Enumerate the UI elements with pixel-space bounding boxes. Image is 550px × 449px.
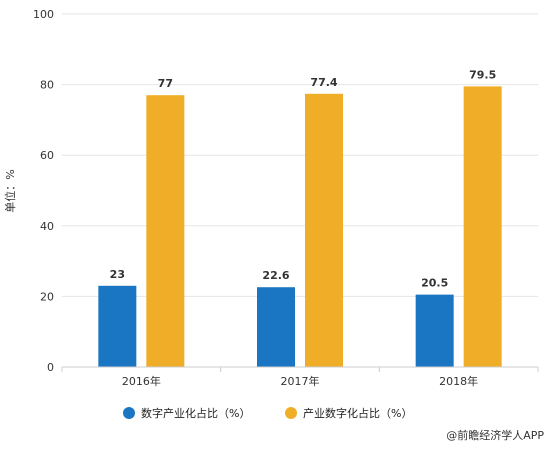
y-tick-label: 80	[40, 79, 54, 92]
gridlines	[62, 13, 538, 297]
y-axis-ticks: 0 20 40 60 80 100	[33, 8, 54, 374]
legend: 数字产业化占比（%） 产业数字化占比（%）	[123, 406, 412, 420]
x-tick-label: 2018年	[439, 374, 478, 388]
y-tick-label: 0	[47, 361, 54, 374]
data-labels: 23 77 22.6 77.4 20.5 79.5	[110, 68, 497, 289]
bar-series-1	[257, 287, 295, 367]
bar-series-1	[98, 285, 137, 367]
y-tick-label: 100	[33, 8, 54, 21]
legend-label-series-2: 产业数字化占比（%）	[303, 406, 412, 420]
y-axis-label: 单位：%	[3, 169, 17, 212]
y-tick-label: 40	[40, 220, 54, 233]
bar-series-2	[463, 86, 502, 368]
data-label: 22.6	[262, 269, 289, 282]
x-tick-label: 2017年	[281, 374, 320, 388]
data-label: 20.5	[421, 277, 448, 290]
bars	[98, 86, 502, 368]
data-label: 77	[158, 77, 173, 90]
bar-series-2	[305, 93, 343, 367]
data-label: 77.4	[310, 76, 337, 89]
legend-marker-series-1	[123, 407, 135, 419]
y-tick-label: 60	[40, 149, 54, 162]
legend-label-series-1: 数字产业化占比（%）	[141, 406, 250, 420]
x-axis-ticks: 2016年 2017年 2018年	[61, 367, 539, 388]
legend-marker-series-2	[285, 407, 297, 419]
bar-series-1	[415, 294, 454, 367]
y-tick-label: 20	[40, 290, 54, 303]
x-tick-label: 2016年	[122, 374, 161, 388]
source-credit: @前瞻经济学人APP	[446, 429, 544, 442]
data-label: 23	[110, 268, 125, 281]
bar-series-2	[146, 95, 185, 367]
data-label: 79.5	[469, 68, 496, 81]
